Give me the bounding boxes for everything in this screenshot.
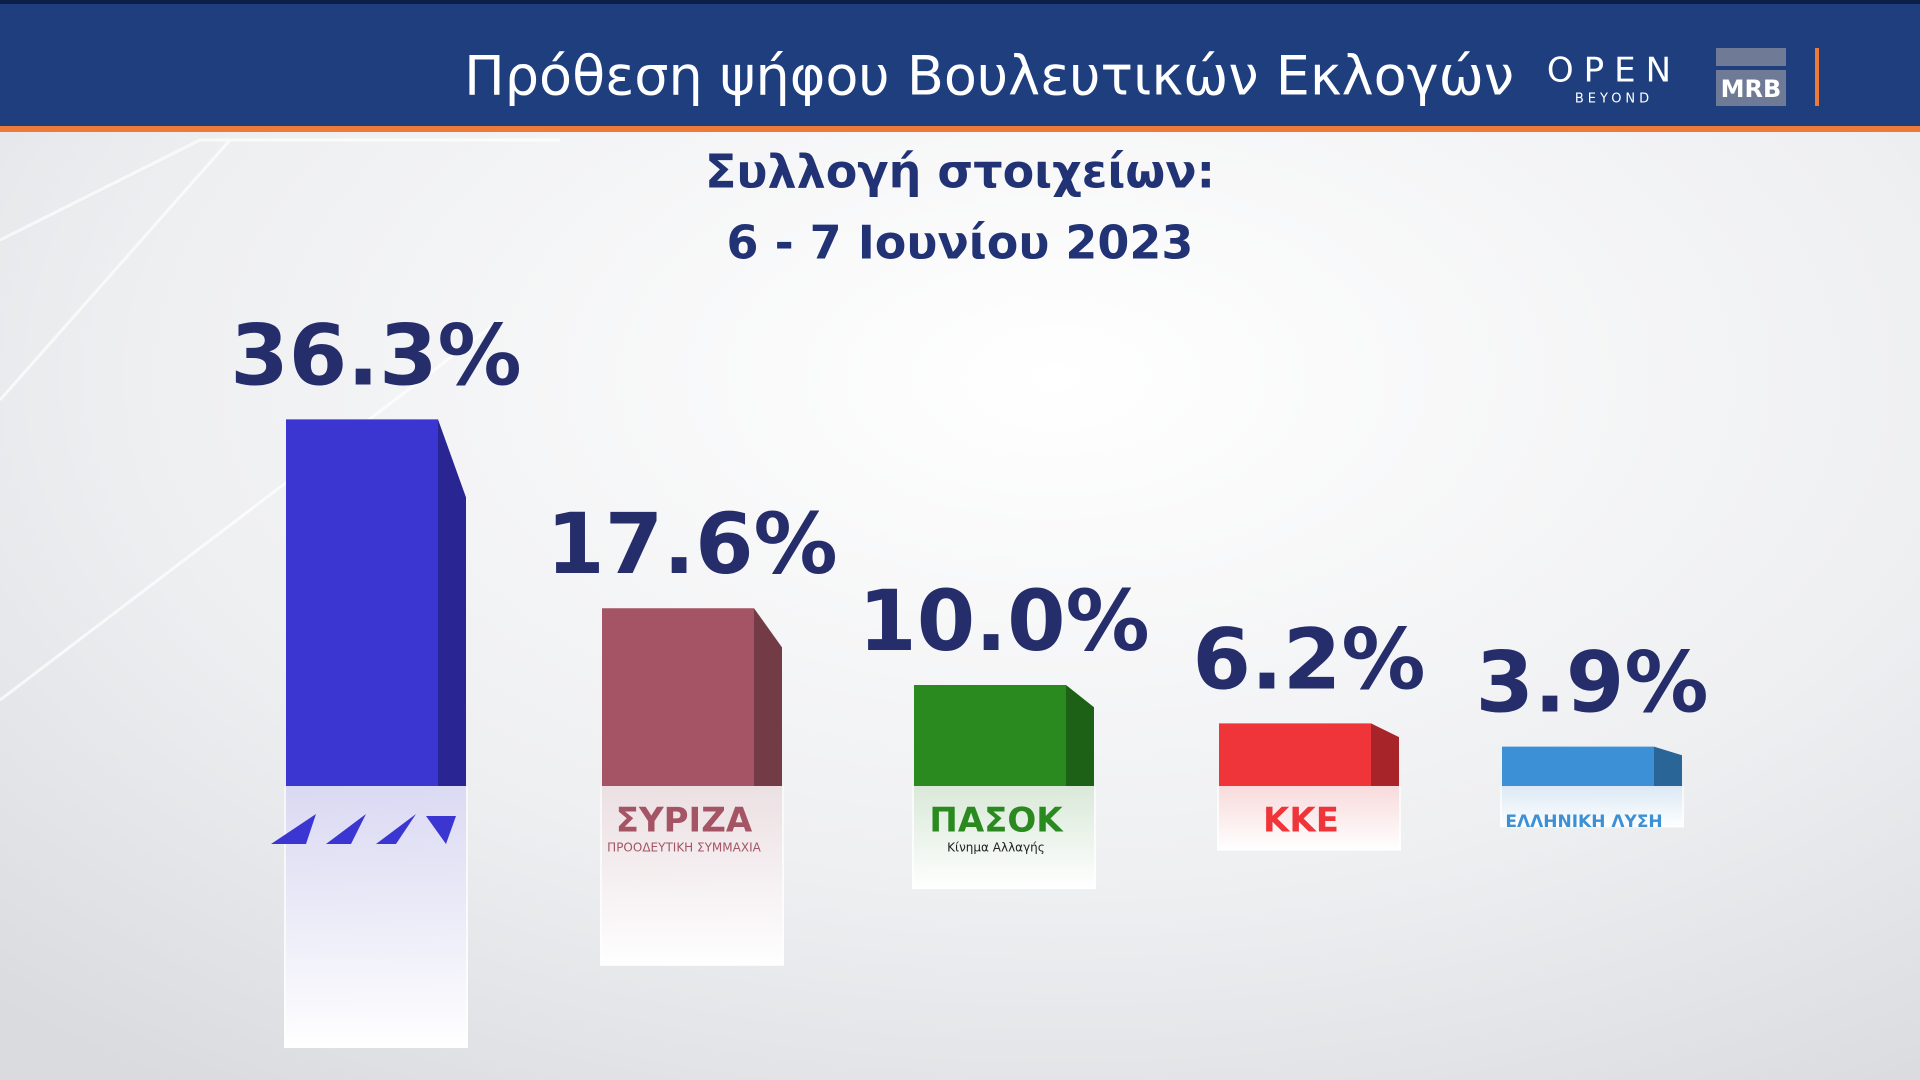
category-logo	[271, 814, 316, 844]
bar	[286, 419, 466, 786]
header-orange-line	[0, 126, 1920, 132]
category-label: ΠΑΣΟΚ	[929, 801, 1064, 841]
subtitle-line: 6 - 7 Ιουνίου 2023	[727, 216, 1194, 270]
subtitle-line: Συλλογή στοιχείων:	[705, 145, 1215, 199]
bar	[1502, 746, 1682, 786]
value-label: 17.6%	[546, 495, 837, 593]
channel-logo: OPEN	[1547, 51, 1681, 91]
pollster-logo-box	[1716, 70, 1786, 106]
bar-front	[286, 419, 438, 786]
bar-side	[1371, 723, 1399, 786]
pollster-logo: MRB	[1721, 75, 1782, 103]
bar-side	[438, 419, 466, 786]
reflection-fade	[600, 786, 784, 966]
bar-front	[914, 685, 1066, 786]
header-top-edge	[0, 0, 1920, 4]
category-label: ΚΚΕ	[1263, 801, 1339, 841]
value-label: 10.0%	[858, 572, 1149, 670]
reflection-fade	[1217, 786, 1401, 851]
category-logo	[376, 814, 416, 844]
pollster-logo-top	[1716, 48, 1786, 66]
bar-side	[1066, 685, 1094, 786]
category-label: ΣΥΡΙΖΑ	[616, 801, 753, 841]
category-logo	[426, 816, 456, 844]
decor-lines	[0, 138, 560, 702]
bar-front	[1219, 723, 1371, 786]
bar	[1219, 723, 1399, 786]
header-bar	[0, 0, 1920, 126]
value-label: 3.9%	[1476, 634, 1709, 732]
bar-front	[1502, 746, 1654, 786]
bar	[602, 608, 782, 786]
category-sublabel: ΠΡΟΟΔΕΥΤΙΚΗ ΣΥΜΜΑΧΙΑ	[607, 841, 761, 855]
category-sublabel: Κίνημα Αλλαγής	[947, 841, 1045, 855]
reflection-fade	[1500, 786, 1684, 828]
category-logo	[326, 814, 366, 844]
value-label: 36.3%	[230, 306, 521, 404]
header-divider	[1815, 48, 1819, 106]
channel-logo-sub: BEYOND	[1575, 92, 1653, 107]
header-title: Πρόθεση ψήφου Βουλευτικών Εκλογών	[464, 45, 1514, 108]
value-label: 6.2%	[1193, 610, 1426, 708]
reflection-fade	[912, 786, 1096, 889]
bar	[914, 685, 1094, 786]
bar-side	[1654, 746, 1682, 786]
bar-side	[754, 608, 782, 786]
bar-front	[602, 608, 754, 786]
category-label: ΕΛΛΗΝΙΚΗ ΛΥΣΗ	[1505, 812, 1662, 832]
